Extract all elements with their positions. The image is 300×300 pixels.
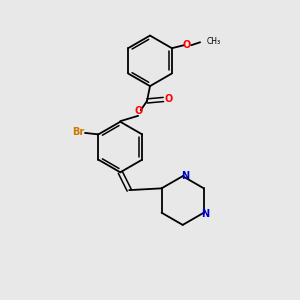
Text: N: N bbox=[201, 209, 209, 219]
Text: O: O bbox=[135, 106, 143, 116]
Text: CH₃: CH₃ bbox=[207, 37, 221, 46]
Text: Br: Br bbox=[72, 127, 85, 137]
Text: N: N bbox=[181, 171, 189, 181]
Text: O: O bbox=[183, 40, 191, 50]
Text: O: O bbox=[165, 94, 173, 104]
